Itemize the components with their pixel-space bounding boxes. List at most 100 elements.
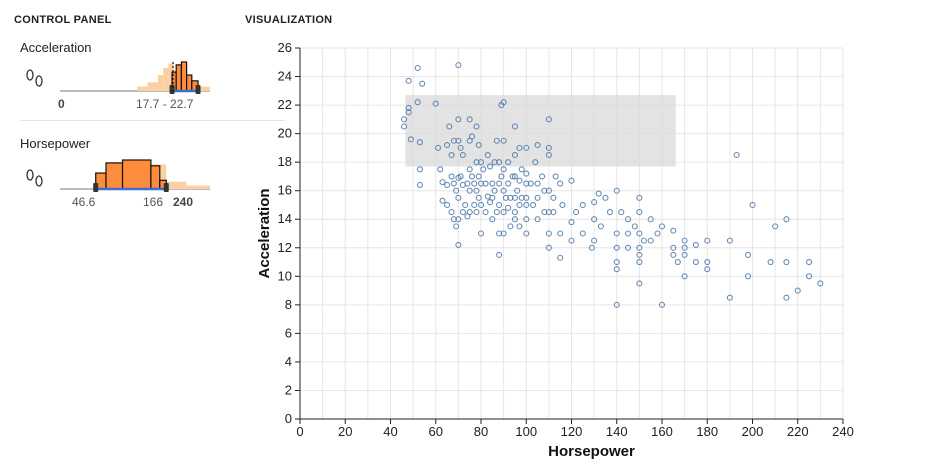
data-point [534,180,541,187]
data-point [496,180,503,187]
data-point [579,230,586,237]
panel-divider [20,120,285,121]
y-axis-title: Acceleration [256,188,273,278]
data-point [670,244,677,251]
data-point [500,166,507,173]
horsepower-histogram[interactable] [60,156,210,192]
data-point [468,173,476,180]
histogram-bar [168,63,174,91]
y-tick-label: 0 [285,411,292,426]
data-point [636,244,643,251]
acceleration-histogram[interactable] [60,58,210,94]
data-point [511,194,518,201]
horsepower-low-label: 46.6 [72,195,96,209]
data-point [475,194,482,201]
data-point [794,287,801,294]
data-point [434,144,442,151]
data-point [681,237,688,244]
data-point [516,144,523,151]
histogram-bar [199,86,210,91]
data-point [591,216,598,223]
data-point [806,273,813,280]
x-tick-label: 220 [787,424,809,439]
data-point [568,177,575,184]
data-point [647,216,654,223]
histogram-bar [163,67,169,91]
x-tick-label: 40 [383,424,397,439]
range-handle [163,183,169,192]
data-point [473,123,480,130]
x-tick-label: 240 [832,424,854,439]
data-point [744,251,752,258]
data-point [514,187,521,194]
data-point [568,219,575,226]
data-point [500,209,507,216]
data-point [505,204,512,211]
brush-selection [405,95,676,167]
data-point [636,209,643,216]
data-point [597,223,604,230]
data-point [783,258,790,266]
data-point [550,194,557,201]
data-point [681,251,688,258]
data-point [455,194,462,201]
data-point [439,197,446,204]
data-point [459,151,466,159]
data-point [534,141,541,149]
data-point [636,230,643,237]
x-tick-label: 200 [742,424,764,439]
y-tick-label: 20 [278,126,292,141]
acceleration-label: Acceleration [20,40,92,55]
data-point [591,199,598,206]
histogram-bar [186,185,210,189]
data-point [670,227,677,234]
data-point [704,258,711,266]
data-point [518,166,525,173]
data-point [704,266,711,273]
range-handle [93,183,99,192]
data-point [477,159,485,166]
data-point [466,166,473,173]
data-point [455,137,462,144]
data-point [511,216,518,223]
data-point [505,159,512,166]
data-point [602,194,609,201]
y-tick-label: 2 [285,382,292,397]
data-point [401,123,408,130]
y-tick-label: 6 [285,325,292,340]
data-point [681,244,688,251]
y-tick-label: 24 [278,69,292,84]
data-point [509,173,516,180]
data-point [595,190,602,197]
data-point [658,223,666,230]
data-point [545,116,552,123]
data-point [625,230,632,237]
data-point [557,230,564,237]
data-point [559,201,566,209]
data-point [507,223,514,230]
x-tick-label: 180 [696,424,718,439]
data-point [419,80,426,87]
data-point [545,244,552,251]
data-point [606,209,614,216]
y-tick-label: 10 [278,268,292,283]
data-point [618,209,625,216]
data-point [613,301,620,308]
data-point [493,209,500,216]
data-point [658,301,666,308]
data-point [613,230,620,237]
data-point [414,64,421,72]
data-point [523,170,530,177]
data-point [498,173,505,180]
data-point [516,223,523,230]
data-point [613,187,620,194]
data-point [450,180,457,187]
data-point [568,237,575,244]
data-point [550,209,557,216]
data-point [471,201,478,209]
visualization-title: VISUALIZATION [245,14,333,26]
x-tick-label: 140 [606,424,628,439]
data-point [545,230,552,237]
data-point [471,180,478,187]
